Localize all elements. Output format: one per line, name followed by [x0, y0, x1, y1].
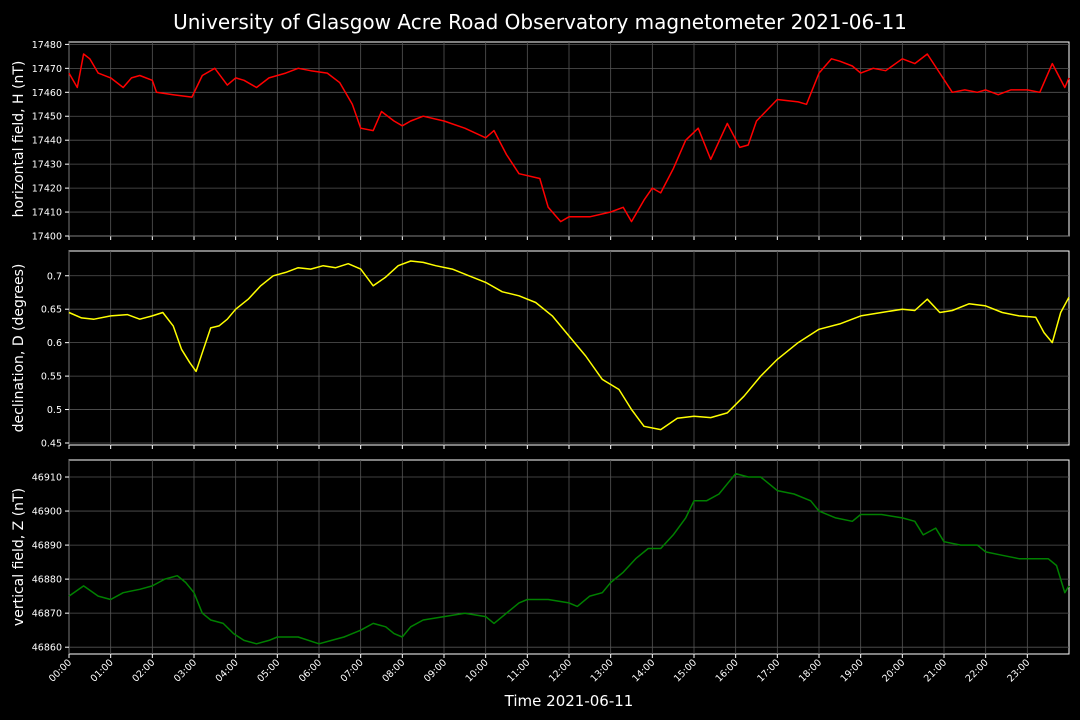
d-series-line [68, 260, 1070, 431]
plot-panels: 17400 17410 17420 17430 17440 17450 17460 17470… [11, 40, 1070, 658]
y-tick-label: 17420 [32, 184, 62, 195]
y-tick-label: 0.5 [47, 405, 62, 416]
z-y-axis-label: vertical field, Z (nT) [11, 488, 27, 626]
y-tick-label: 17470 [32, 64, 62, 75]
h-panel: 17400 17410 17420 17430 17440 17450 17460 17470… [11, 40, 1070, 243]
y-tick-label: 0.6 [47, 338, 62, 349]
y-tick-label: 17450 [32, 112, 62, 123]
y-tick-label: 46860 [32, 643, 62, 654]
y-tick-label: 17410 [32, 208, 62, 219]
chart-title: University of Glasgow Acre Road Observat… [173, 10, 907, 34]
y-tick-label: 46910 [32, 473, 62, 484]
y-tick-label: 17430 [32, 160, 62, 171]
y-tick-label: 46870 [32, 609, 62, 620]
y-tick-label: 0.65 [41, 305, 62, 316]
h-series-line [68, 53, 1070, 223]
y-tick-label: 0.55 [41, 372, 62, 383]
d-panel: 0.45 0.5 0.55 0.6 0.65 0.7 declination, D (deg… [11, 250, 1070, 449]
x-axis-label: Time 2021-06-11 [504, 692, 634, 710]
y-tick-label: 46880 [32, 575, 62, 586]
y-tick-label: 17480 [32, 40, 62, 51]
y-tick-label: 0.45 [41, 438, 62, 449]
y-tick-label: 0.7 [47, 271, 62, 282]
y-tick-label: 46890 [32, 541, 62, 552]
y-tick-label: 46900 [32, 507, 62, 518]
y-tick-label: 17400 [32, 232, 62, 243]
h-y-axis-label: horizontal field, H (nT) [11, 61, 27, 218]
z-panel: 46860 46870 46880 46890 46900 46910 vertical f… [11, 459, 1070, 658]
y-tick-label: 17460 [32, 88, 62, 99]
d-y-axis-label: declination, D (degrees) [11, 264, 27, 433]
z-series-line [68, 472, 1070, 645]
y-tick-label: 17440 [32, 136, 62, 147]
